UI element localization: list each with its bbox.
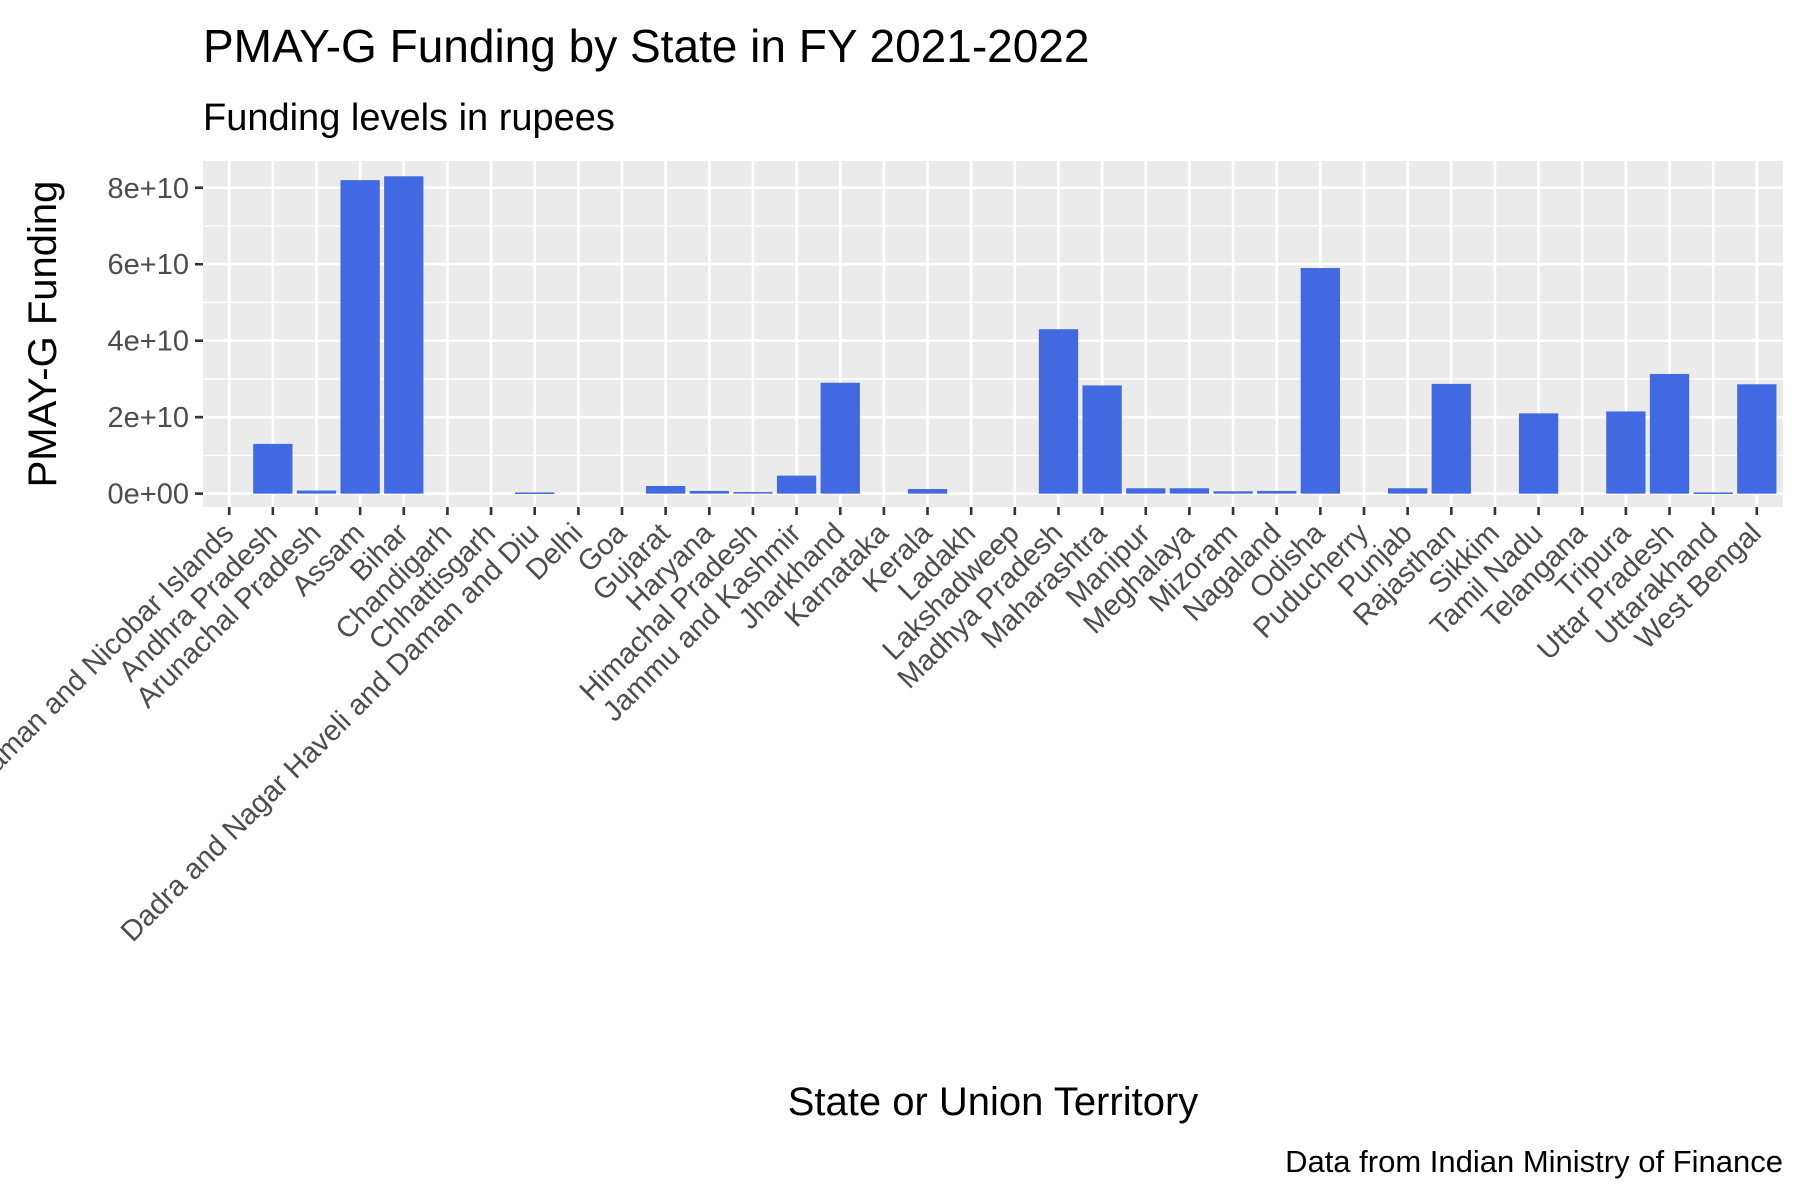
bar (776, 475, 817, 494)
bar (820, 382, 860, 494)
bar (340, 180, 380, 494)
bar (646, 485, 686, 494)
y-tick-label: 4e+10 (108, 326, 189, 358)
chart-title: PMAY-G Funding by State in FY 2021-2022 (203, 20, 1089, 72)
y-tick-label: 0e+00 (108, 479, 189, 511)
chart-subtitle: Funding levels in rupees (203, 97, 615, 139)
bars (253, 176, 1777, 494)
bar (1693, 492, 1733, 494)
bar (1431, 383, 1471, 494)
bar (1649, 373, 1690, 494)
bar (1082, 385, 1122, 494)
bar (689, 490, 729, 494)
bar (1213, 491, 1253, 494)
y-tick-label: 8e+10 (108, 173, 189, 205)
bar (1606, 411, 1646, 494)
bar (1038, 329, 1079, 494)
y-tick-label: 6e+10 (108, 249, 189, 281)
x-axis-title: State or Union Territory (788, 1080, 1199, 1124)
bar (733, 492, 773, 494)
chart-caption: Data from Indian Ministry of Finance (1285, 1144, 1783, 1179)
bar (907, 489, 948, 494)
bar (515, 492, 555, 494)
bar (1300, 268, 1340, 494)
y-axis: 0e+00 2e+10 4e+10 6e+10 8e+10 (108, 173, 203, 511)
bar (1257, 490, 1297, 494)
bar (296, 490, 337, 494)
y-axis-title: PMAY-G Funding (21, 181, 65, 488)
bar (1737, 384, 1777, 494)
bar (1388, 488, 1428, 494)
bar (1169, 488, 1210, 494)
bar (1126, 488, 1166, 494)
bar (1518, 413, 1559, 494)
y-tick-label: 2e+10 (108, 402, 189, 434)
bar (253, 443, 293, 494)
bar (384, 176, 424, 494)
